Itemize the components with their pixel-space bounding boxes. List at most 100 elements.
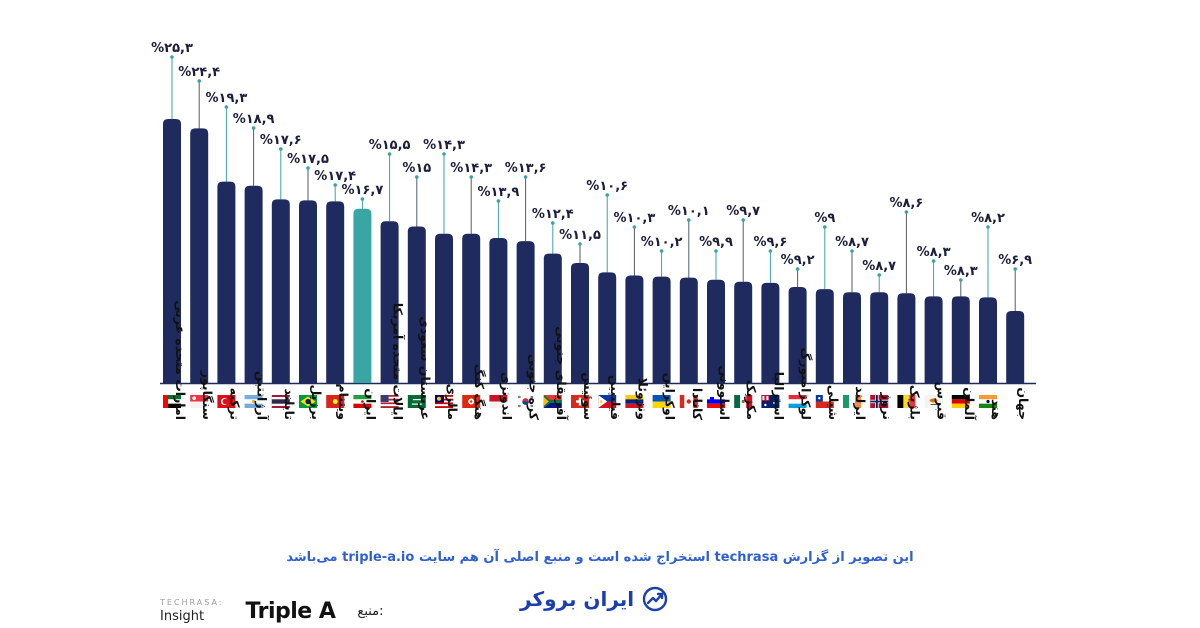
flag-icon-ua [652, 395, 671, 408]
category-label: هند [989, 399, 1004, 420]
bar [924, 296, 943, 383]
bar [870, 292, 889, 383]
bar [734, 281, 753, 383]
flag-icon-ve [625, 395, 644, 408]
bar [951, 296, 970, 383]
triple-a-logo: Triple A [245, 598, 336, 624]
leader-dot [360, 197, 365, 201]
data-label: %۱۷,۵ [287, 152, 329, 167]
leader-dot [279, 147, 283, 151]
category-label: تایلند [282, 388, 297, 420]
data-label: %۹,۹ [699, 235, 733, 250]
flag-icon-ch [571, 395, 589, 408]
data-label: %۱۷,۴ [314, 169, 356, 184]
bar [271, 199, 290, 383]
data-label: %۱۰,۶ [586, 179, 628, 194]
bar [543, 253, 562, 383]
bar [380, 221, 399, 383]
leader-dot [1013, 267, 1017, 271]
bar [407, 226, 426, 383]
leader-dot [387, 152, 392, 156]
category-label: اندونزی [499, 372, 514, 420]
bar [788, 287, 807, 383]
flag-icon-lu [788, 395, 807, 408]
category-label: ترکیه [227, 388, 242, 420]
bar [163, 119, 181, 383]
data-label: %۱۰,۱ [668, 204, 710, 219]
flag-icon-za [543, 395, 562, 408]
bar [217, 181, 236, 383]
flag-icon-vn [326, 395, 345, 408]
bar [299, 200, 317, 383]
category-label: آرژانتین [255, 371, 270, 421]
category-label: کانادا [690, 388, 705, 421]
flag-icon-ph [598, 395, 617, 408]
flag-icon-no [870, 395, 889, 408]
bar [598, 272, 617, 383]
flag-icon-my [435, 395, 453, 408]
leader-dot [333, 183, 338, 187]
leader-dot [632, 225, 637, 229]
bar [897, 293, 916, 383]
growth-chart-icon [642, 586, 668, 612]
data-label: %۸,۳ [944, 264, 978, 279]
category-label: سنگاپور [200, 370, 215, 420]
flag-icon-hk [462, 395, 481, 408]
category-label: آفریقای جنوبی [554, 326, 569, 420]
leader-dot [714, 249, 718, 253]
leader-dot [523, 175, 528, 179]
data-label: %۱۴,۳ [423, 138, 465, 153]
bar [489, 237, 508, 383]
data-label: %۱۰,۳ [614, 211, 656, 226]
data-label: %۱۴,۳ [450, 161, 492, 176]
category-label: برزیل [309, 384, 324, 420]
bar [707, 279, 725, 383]
techrasa-logo-bottom: Insight [160, 609, 205, 624]
flag-icon-si [707, 395, 725, 408]
flag-icon-kr [516, 395, 535, 408]
brand-name: ایران بروکر [520, 587, 635, 611]
flag-icon-sa [407, 395, 426, 408]
leader-dot [768, 249, 773, 253]
category-label: اوکراین [663, 373, 678, 420]
data-label: %۱۰,۲ [641, 235, 683, 250]
bar-chart: %۲۵,۳ امارات متحده عربی %۲۴,۴ سنگاپور %۱۹,۳ ت… [151, 41, 1036, 421]
flag-icon-br [299, 395, 317, 408]
category-label: عربستان سعودی [418, 316, 433, 420]
data-label: %۱۵ [402, 161, 431, 176]
flag-icon-ir [353, 395, 372, 408]
leader-dot [224, 105, 229, 109]
leader-dot [850, 249, 854, 253]
techrasa-logo: TECHRASA: Insight [160, 599, 224, 624]
leader-dot [986, 225, 990, 229]
flag-icon-ae [163, 395, 181, 408]
category-label: لوکزامبورگ [799, 347, 815, 420]
category-label: ویتنام [335, 383, 351, 420]
bar [462, 233, 481, 383]
flag-icon-ar [244, 395, 263, 408]
category-label: امارات متحده عربی [173, 300, 188, 420]
bar [326, 201, 345, 383]
category-label: هنگ کنگ [472, 364, 487, 420]
data-label: %۹,۶ [753, 235, 787, 250]
data-label: %۱۶,۷ [342, 183, 384, 198]
category-label: ایران [363, 388, 378, 420]
leader-dot [469, 175, 474, 179]
leader-dot [251, 126, 256, 130]
source-footer: TECHRASA: Insight Triple A منبع: [160, 596, 384, 626]
data-label: %۱۷,۶ [260, 133, 302, 148]
leader-dot [170, 55, 174, 59]
flag-icon-id [489, 395, 508, 408]
leader-dot [877, 273, 881, 277]
flag-icon-ca [679, 395, 698, 408]
category-label: فیلیپین [608, 375, 623, 420]
iran-broker-logo: ایران بروکر [520, 584, 668, 614]
data-label: %۸,۷ [862, 259, 896, 274]
category-label: ونزوئلا [635, 378, 650, 420]
bar [625, 275, 644, 383]
category-label: اسلوونی [717, 365, 732, 420]
flag-icon-mx [734, 395, 753, 408]
leader-dot [496, 199, 501, 203]
category-label: سوئیس [581, 372, 596, 420]
category-label: مکزیک [744, 380, 759, 420]
